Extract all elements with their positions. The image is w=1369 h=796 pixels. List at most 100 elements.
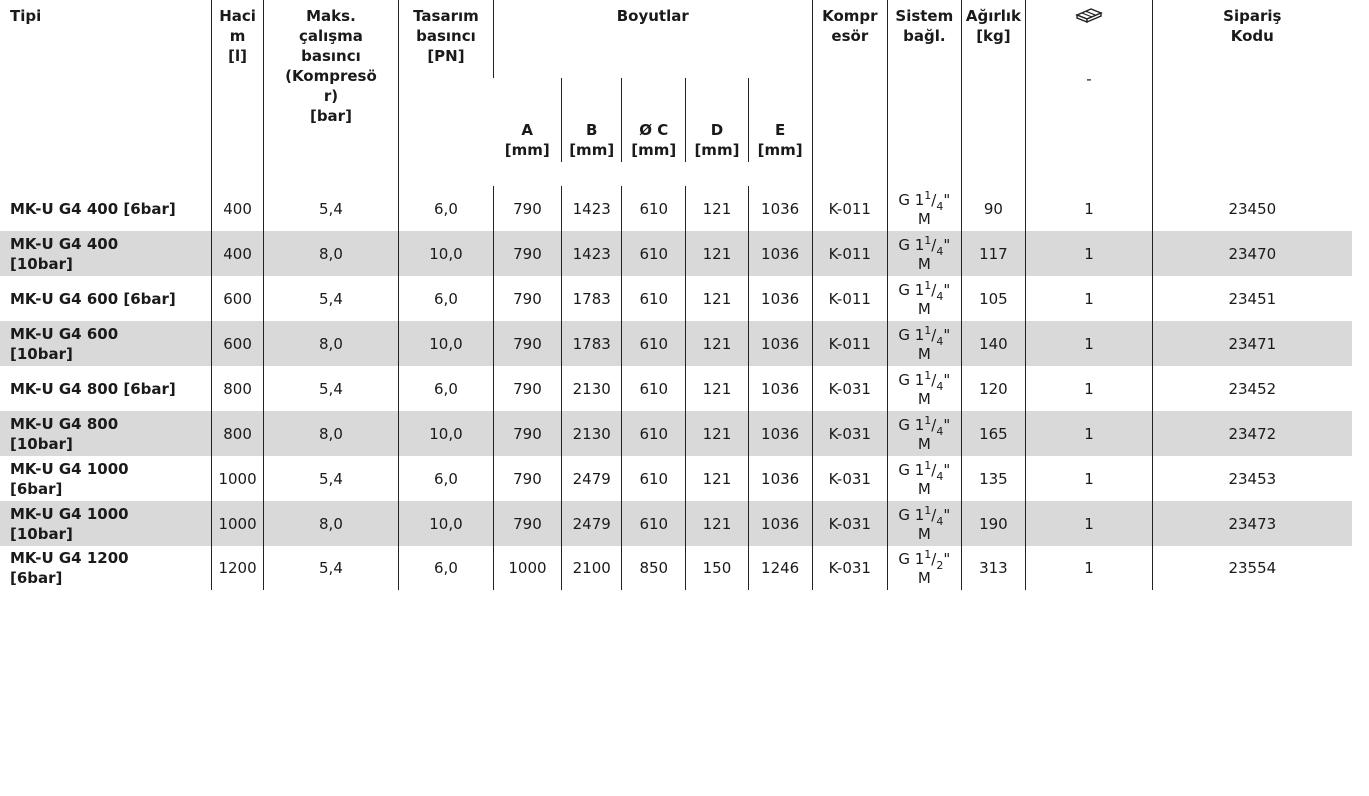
cell-pallet: 1 — [1025, 321, 1153, 366]
conn-fraction: 1/4 — [924, 413, 944, 438]
conn-num: 1 — [924, 278, 932, 292]
cell-b: 2479 — [560, 501, 622, 546]
conn-prefix: G 1 — [898, 325, 925, 344]
conn-num: 1 — [924, 323, 932, 337]
conn-num: 1 — [924, 548, 932, 561]
cell-comp: K-031 — [811, 366, 888, 411]
cell-volume: 800 — [211, 366, 264, 411]
col-header-dim-b: B [mm] — [560, 78, 622, 162]
cell-weight: 140 — [960, 321, 1026, 366]
conn-prefix: G 1 — [898, 280, 925, 299]
conn-fraction: 1/4 — [924, 323, 944, 348]
cell-weight: 313 — [960, 546, 1026, 590]
cell-code: 23451 — [1151, 276, 1352, 321]
cell-type: MK-U G4 800 [6bar] — [10, 379, 176, 398]
cell-connection: G 11/2" M — [887, 546, 962, 590]
cell-pallet: 1 — [1025, 276, 1153, 321]
col-header-pallet: - — [1025, 0, 1153, 186]
conn-quote: " — [943, 415, 951, 434]
cell-pn: 6,0 — [397, 186, 494, 231]
conn-quote: " — [943, 460, 951, 479]
cell-pallet: 1 — [1025, 501, 1153, 546]
cell-d: 121 — [685, 231, 749, 276]
cell-c: 610 — [621, 456, 686, 501]
conn-den: 2 — [936, 559, 944, 572]
pallet-icon — [1074, 6, 1104, 26]
cell-pn: 6,0 — [397, 456, 494, 501]
cell-type: MK-U G4 600 [10bar] — [10, 324, 119, 363]
cell-code: 23554 — [1151, 546, 1352, 590]
col-header-order-code: Sipariş Kodu — [1151, 0, 1352, 186]
conn-fraction: 1/4 — [924, 503, 944, 528]
conn-prefix: G 1 — [898, 235, 925, 254]
col-header-volume: Haci m [l] — [211, 0, 264, 186]
conn-num: 1 — [924, 368, 932, 382]
cell-type: MK-U G4 400 [10bar] — [10, 234, 119, 273]
cell-comp: K-031 — [811, 411, 888, 456]
conn-num: 1 — [924, 503, 932, 517]
cell-volume: 400 — [211, 186, 264, 231]
conn-fraction: 1/4 — [924, 233, 944, 258]
cell-connection: G 11/4" M — [887, 456, 962, 501]
cell-pallet: 1 — [1025, 546, 1153, 590]
cell-pallet: 1 — [1025, 366, 1153, 411]
cell-weight: 117 — [960, 231, 1026, 276]
cell-connection: G 11/4" M — [887, 276, 962, 321]
cell-comp: K-031 — [811, 501, 888, 546]
cell-type: MK-U G4 600 [6bar] — [10, 289, 176, 308]
cell-max-p: 8,0 — [262, 411, 399, 456]
col-header-dim-d: D [mm] — [685, 78, 749, 162]
cell-pallet: 1 — [1025, 231, 1153, 276]
conn-suffix: M — [917, 434, 931, 453]
conn-den: 4 — [936, 379, 944, 393]
table-row: MK-U G4 1000 [10bar] 1000 8,0 10,0 790 2479 61… — [0, 501, 1352, 546]
cell-pallet: 1 — [1025, 411, 1153, 456]
table-row: MK-U G4 400 [10bar] 400 8,0 10,0 790 1423 610 1… — [0, 231, 1352, 276]
cell-code: 23470 — [1151, 231, 1352, 276]
col-header-weight: Ağırlık [kg] — [960, 0, 1026, 186]
cell-pallet: 1 — [1025, 456, 1153, 501]
cell-e: 1036 — [747, 411, 813, 456]
conn-den: 4 — [936, 514, 944, 528]
cell-volume: 800 — [211, 411, 264, 456]
cell-max-p: 5,4 — [262, 276, 399, 321]
cell-d: 121 — [685, 411, 749, 456]
cell-e: 1036 — [747, 366, 813, 411]
conn-num: 1 — [924, 458, 932, 472]
cell-b: 1783 — [560, 321, 622, 366]
conn-suffix: M — [917, 524, 931, 543]
cell-code: 23471 — [1151, 321, 1352, 366]
cell-pn: 10,0 — [397, 321, 494, 366]
table-row: MK-U G4 1200 [6bar] 1200 5,4 6,0 1000 2100 850… — [0, 546, 1352, 590]
cell-connection: G 11/4" M — [887, 411, 962, 456]
col-header-dim-e: E [mm] — [747, 78, 813, 162]
cell-pallet: 1 — [1025, 186, 1153, 231]
conn-quote: " — [943, 280, 951, 299]
cell-connection: G 11/4" M — [887, 321, 962, 366]
cell-max-p: 8,0 — [262, 321, 399, 366]
cell-a: 790 — [492, 231, 562, 276]
conn-den: 4 — [936, 424, 944, 438]
conn-num: 1 — [924, 233, 932, 247]
cell-max-p: 8,0 — [262, 231, 399, 276]
conn-den: 4 — [936, 334, 944, 348]
col-header-dim-c: Ø C [mm] — [621, 78, 686, 162]
conn-prefix: G 1 — [898, 415, 925, 434]
table-row: MK-U G4 600 [6bar] 600 5,4 6,0 790 1783 610 121… — [0, 276, 1352, 321]
cell-a: 1000 — [492, 546, 562, 590]
cell-pn: 6,0 — [397, 276, 494, 321]
conn-quote: " — [943, 325, 951, 344]
cell-d: 150 — [685, 546, 749, 590]
cell-type: MK-U G4 800 [10bar] — [10, 414, 119, 453]
cell-b: 1783 — [560, 276, 622, 321]
cell-type: MK-U G4 400 [6bar] — [10, 199, 176, 218]
conn-fraction: 1/4 — [924, 368, 944, 393]
cell-weight: 190 — [960, 501, 1026, 546]
conn-fraction: 1/4 — [924, 278, 944, 303]
cell-d: 121 — [685, 276, 749, 321]
cell-code: 23452 — [1151, 366, 1352, 411]
conn-prefix: G 1 — [898, 505, 925, 524]
conn-den: 4 — [936, 469, 944, 483]
conn-suffix: M — [917, 209, 931, 228]
cell-comp: K-031 — [811, 456, 888, 501]
